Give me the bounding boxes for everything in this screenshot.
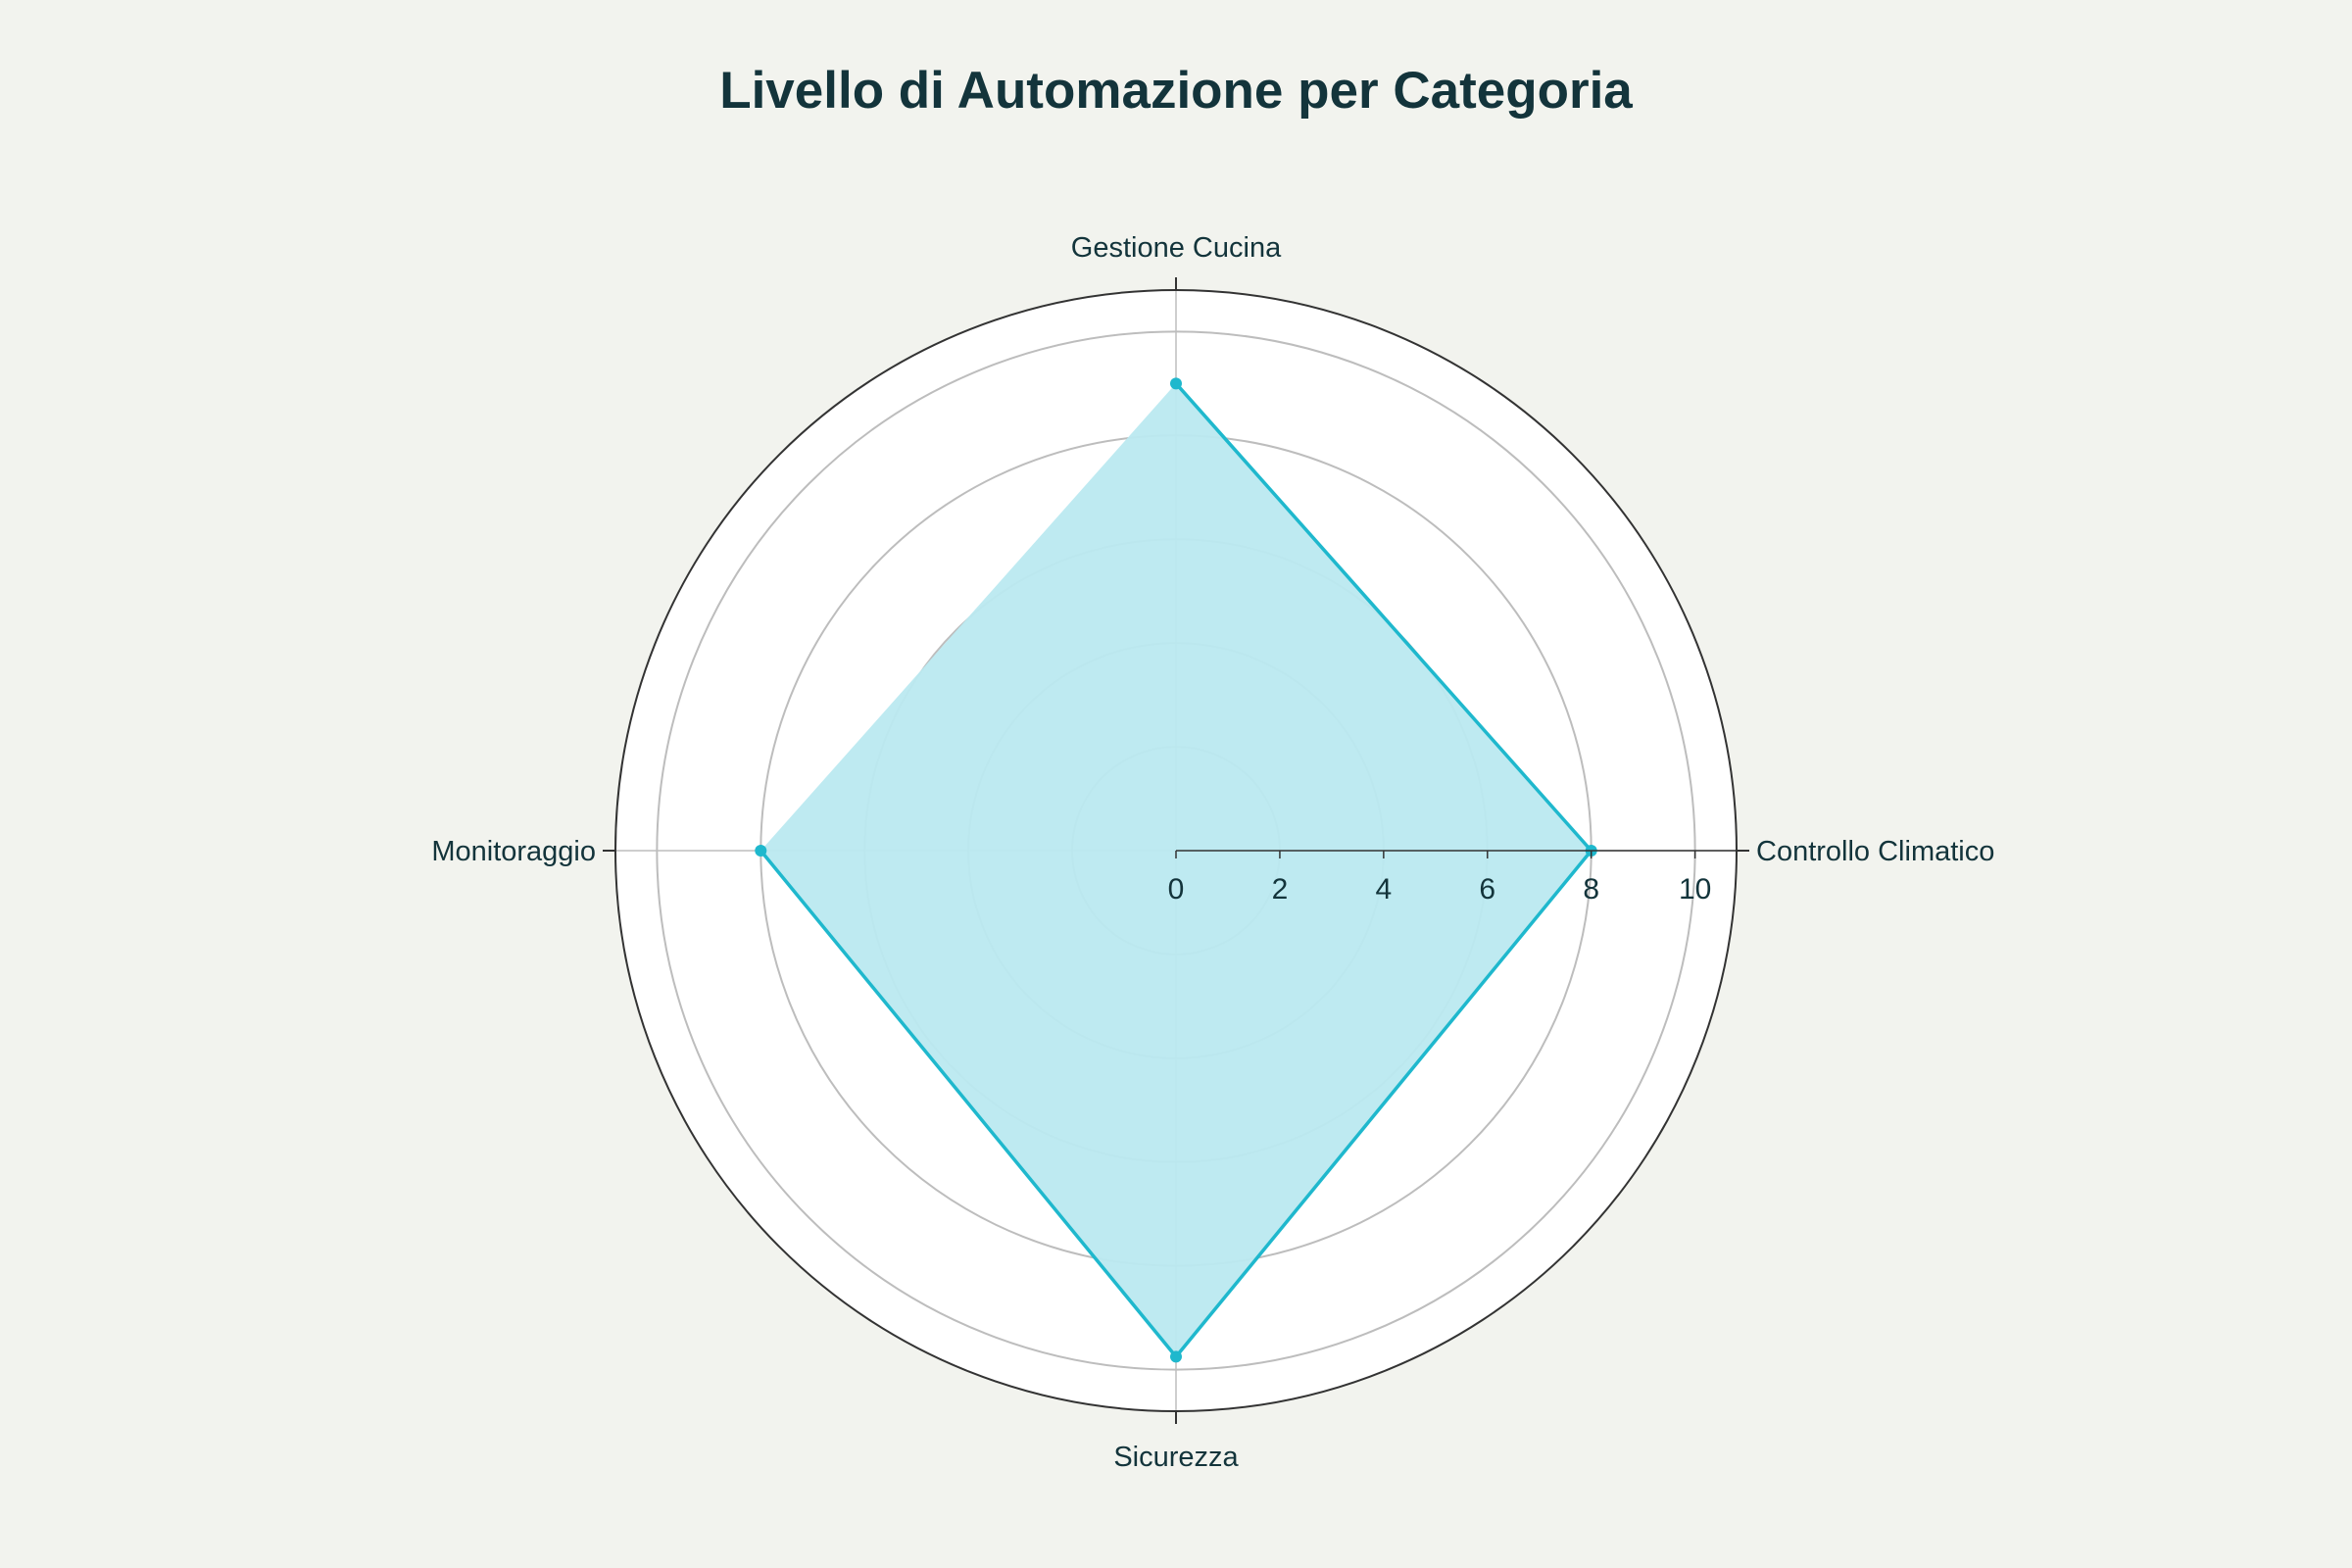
category-label: Controllo Climatico <box>1756 836 1994 867</box>
radial-tick-label: 4 <box>1376 873 1393 906</box>
data-point <box>1170 1350 1182 1363</box>
data-point <box>755 845 767 857</box>
series-area <box>760 383 1592 1357</box>
data-point <box>1170 377 1182 390</box>
category-label: Gestione Cucina <box>1071 232 1282 264</box>
radial-tick-label: 2 <box>1272 873 1289 906</box>
radial-tick-label: 8 <box>1583 873 1599 906</box>
chart-title: Livello di Automazione per Categoria <box>719 62 1633 120</box>
radial-tick-label: 6 <box>1479 873 1495 906</box>
radial-tick-label: 0 <box>1168 873 1185 906</box>
category-label: Sicurezza <box>1113 1442 1239 1473</box>
radial-tick-label: 10 <box>1679 873 1711 906</box>
category-label: Monitoraggio <box>431 836 596 867</box>
series-line <box>759 382 1593 1359</box>
